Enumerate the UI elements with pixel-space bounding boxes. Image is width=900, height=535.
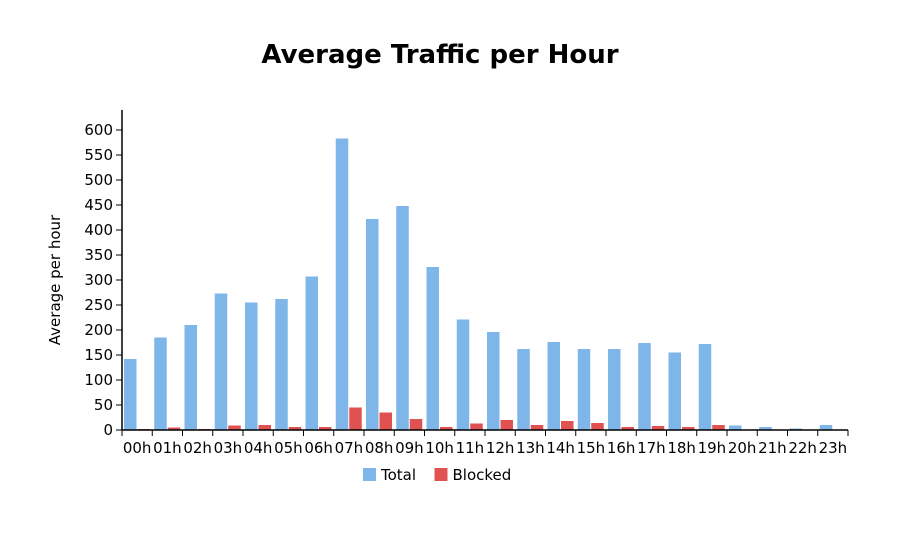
x-tick-label-10h: 10h <box>425 439 454 457</box>
bar-total-01h <box>154 337 167 430</box>
bar-total-20h <box>729 425 742 430</box>
bar-blocked-01h <box>167 427 181 430</box>
x-tick-label-19h: 19h <box>698 439 727 457</box>
x-tick-label-00h: 00h <box>123 439 152 457</box>
bar-blocked-04h <box>258 425 271 430</box>
y-tick-label-500: 500 <box>84 171 113 189</box>
x-tick-label-06h: 06h <box>304 439 333 457</box>
bar-total-15h <box>577 349 591 430</box>
bar-blocked-08h <box>379 412 392 430</box>
x-tick-label-17h: 17h <box>637 439 666 457</box>
chart-title: Average Traffic per Hour <box>261 40 619 70</box>
bar-blocked-16h <box>621 427 634 430</box>
bar-total-23h <box>819 425 833 430</box>
x-tick-label-12h: 12h <box>486 439 515 457</box>
y-axis-label: Average per hour <box>46 214 64 345</box>
bar-total-16h <box>608 349 621 430</box>
bar-total-17h <box>638 343 651 430</box>
bar-total-09h <box>396 206 409 430</box>
bar-blocked-18h <box>682 427 695 430</box>
y-tick-label-300: 300 <box>84 271 113 289</box>
y-tick-label-0: 0 <box>103 421 113 439</box>
bar-blocked-19h <box>712 425 725 430</box>
x-tick-label-15h: 15h <box>577 439 606 457</box>
legend-label-blocked: Blocked <box>453 466 512 484</box>
bar-total-03h <box>214 293 228 430</box>
bar-total-04h <box>245 302 258 430</box>
bar-blocked-12h <box>500 420 513 430</box>
legend-swatch-total <box>363 468 376 481</box>
x-tick-label-02h: 02h <box>183 439 212 457</box>
bar-blocked-15h <box>591 423 604 430</box>
x-tick-label-16h: 16h <box>607 439 636 457</box>
y-tick-label-400: 400 <box>84 221 113 239</box>
bar-total-10h <box>426 267 439 430</box>
bar-blocked-06h <box>319 427 332 430</box>
bar-total-02h <box>184 325 197 430</box>
y-tick-label-150: 150 <box>84 346 113 364</box>
legend-label-total: Total <box>380 466 416 484</box>
bar-total-06h <box>305 276 318 430</box>
bar-total-07h <box>335 138 349 430</box>
x-tick-label-22h: 22h <box>788 439 817 457</box>
x-tick-label-21h: 21h <box>758 439 787 457</box>
bar-blocked-14h <box>561 421 574 430</box>
y-tick-label-450: 450 <box>84 196 113 214</box>
y-tick-label-200: 200 <box>84 321 113 339</box>
x-tick-label-01h: 01h <box>153 439 182 457</box>
x-tick-label-05h: 05h <box>274 439 303 457</box>
bar-blocked-05h <box>288 427 302 430</box>
x-tick-label-13h: 13h <box>516 439 545 457</box>
bar-total-21h <box>759 427 772 430</box>
bar-blocked-17h <box>651 426 665 430</box>
bar-total-12h <box>487 332 500 430</box>
bar-blocked-11h <box>470 423 483 430</box>
y-tick-label-350: 350 <box>84 246 113 264</box>
x-tick-label-09h: 09h <box>395 439 424 457</box>
bar-blocked-13h <box>530 425 544 430</box>
bar-total-19h <box>698 344 712 430</box>
bar-blocked-03h <box>228 425 241 430</box>
bar-total-05h <box>275 299 288 430</box>
x-tick-label-11h: 11h <box>456 439 485 457</box>
y-tick-label-100: 100 <box>84 371 113 389</box>
x-tick-label-07h: 07h <box>335 439 364 457</box>
x-tick-label-14h: 14h <box>546 439 575 457</box>
bar-total-00h <box>124 359 137 430</box>
x-tick-label-04h: 04h <box>244 439 273 457</box>
bar-total-11h <box>456 319 470 430</box>
x-tick-label-20h: 20h <box>728 439 757 457</box>
bar-total-14h <box>547 342 560 430</box>
bar-blocked-10h <box>440 427 453 430</box>
bar-blocked-09h <box>409 419 423 430</box>
bar-total-18h <box>668 352 681 430</box>
y-tick-label-600: 600 <box>84 121 113 139</box>
x-tick-label-18h: 18h <box>667 439 696 457</box>
y-tick-label-550: 550 <box>84 146 113 164</box>
x-tick-label-23h: 23h <box>819 439 848 457</box>
bar-total-08h <box>366 219 379 430</box>
x-tick-label-08h: 08h <box>365 439 394 457</box>
bar-total-13h <box>517 349 530 430</box>
y-tick-label-250: 250 <box>84 296 113 314</box>
bar-blocked-07h <box>349 407 362 430</box>
y-tick-label-50: 50 <box>94 396 113 414</box>
legend-swatch-blocked <box>434 468 448 481</box>
x-tick-label-03h: 03h <box>214 439 243 457</box>
